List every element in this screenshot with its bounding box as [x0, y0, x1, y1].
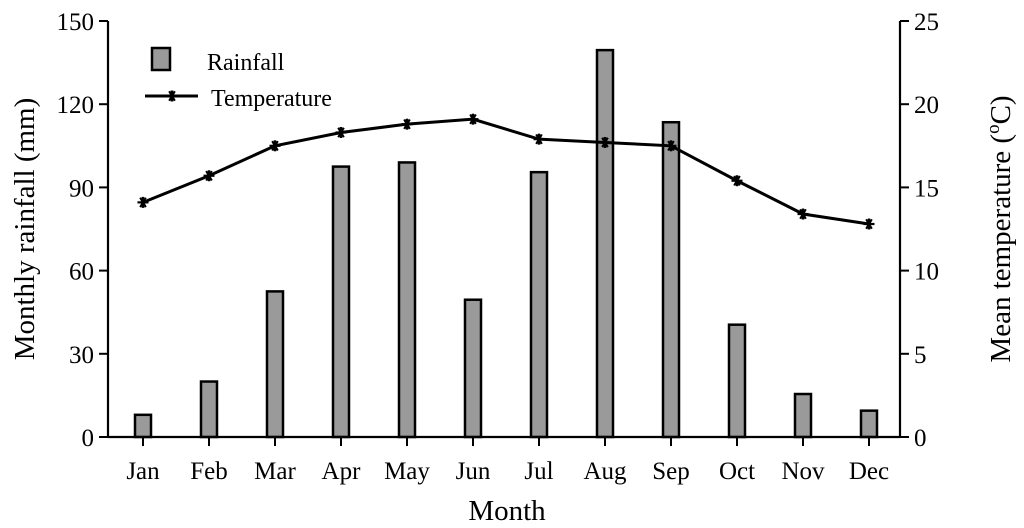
temperature-series: [137, 113, 875, 230]
rainfall-bar: [265, 290, 285, 439]
y-left-tick-label: 150: [57, 9, 95, 36]
rainfall-bar: [661, 120, 681, 439]
temperature-point: [599, 136, 611, 148]
x-tick-label: Sep: [652, 458, 690, 485]
legend-temperature-label: Temperature: [211, 86, 332, 112]
y-left-tick-label: 120: [57, 92, 95, 119]
legend-rainfall-swatch: [150, 46, 172, 72]
rainfall-bars: [133, 48, 879, 439]
x-axis-title: Month: [468, 495, 546, 527]
rainfall-bar: [199, 380, 219, 439]
y-right-tick-label: 10: [914, 259, 939, 286]
x-tick-label: May: [384, 458, 430, 485]
x-tick-label: Feb: [190, 458, 228, 485]
temperature-point: [269, 140, 281, 152]
rainfall-bar: [529, 170, 549, 439]
asterisk-marker: [166, 90, 178, 102]
y-right-tick-label: 0: [914, 425, 927, 452]
x-tick-label: Nov: [781, 458, 825, 485]
temperature-point: [797, 208, 809, 220]
x-tick-label: Mar: [254, 458, 296, 485]
rainfall-bar: [331, 165, 351, 439]
x-tick-label: Jan: [126, 458, 160, 485]
rainfall-bar: [727, 323, 747, 439]
x-tick-label: Jun: [456, 458, 491, 485]
y-left-tick-label: 60: [69, 259, 94, 286]
y-right-tick-label: 25: [914, 9, 939, 36]
axes: 0 30 60 90 120 150 0 5 10 15 20 25 Jan Feb Mar Apr May Ju…: [57, 9, 940, 485]
rainfall-bar: [463, 298, 483, 439]
x-tick-label: Aug: [583, 458, 627, 485]
rainfall-bar: [133, 413, 153, 439]
rainfall-bar: [793, 392, 813, 439]
legend: Rainfall Temperature: [145, 46, 332, 112]
temperature-point: [335, 126, 347, 138]
temperature-point: [467, 113, 479, 125]
y-right-tick-label: 5: [914, 342, 927, 369]
y-axis-left-title: Monthly rainfall (mm): [9, 98, 41, 361]
temperature-point: [863, 218, 875, 230]
x-tick-label: Oct: [719, 458, 755, 485]
x-tick-label: Apr: [322, 458, 362, 485]
temperature-point: [533, 133, 545, 145]
rainfall-bar: [397, 161, 417, 439]
x-tick-label: Dec: [849, 458, 889, 485]
temperature-point: [401, 118, 413, 130]
y-right-tick-label: 20: [914, 92, 939, 119]
y-left-tick-label: 0: [82, 425, 95, 452]
rainfall-bar: [595, 48, 615, 439]
temperature-point: [731, 175, 743, 187]
y-axis-right-title: Mean temperature (oC): [983, 95, 1017, 362]
y-left-tick-label: 30: [69, 342, 94, 369]
x-tick-label: Jul: [524, 458, 553, 485]
legend-temperature-marker: [166, 90, 178, 102]
y-left-tick-label: 90: [69, 175, 94, 202]
temperature-point: [203, 170, 215, 182]
temperature-point: [665, 140, 677, 152]
legend-rainfall-label: Rainfall: [207, 50, 285, 76]
temperature-line: [142, 117, 870, 226]
y-right-tick-label: 15: [914, 175, 939, 202]
rainfall-bar: [859, 409, 879, 439]
temperature-point: [137, 196, 149, 208]
